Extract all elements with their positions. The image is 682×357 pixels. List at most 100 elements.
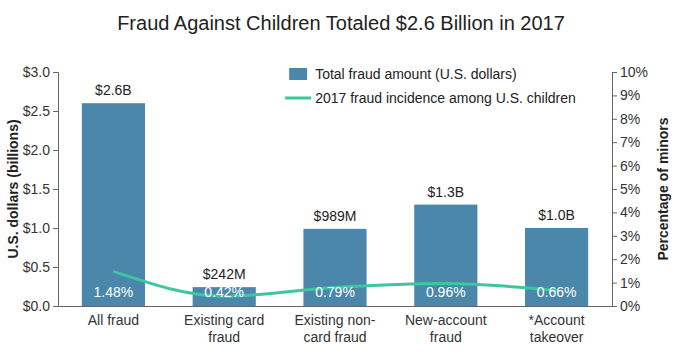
data-label: 0.42%	[204, 284, 244, 300]
legend-label: Total fraud amount (U.S. dollars)	[315, 66, 517, 82]
data-labels: $2.6B$242M$989M$1.3B$1.0B1.48%0.42%0.79%…	[94, 82, 577, 300]
tick-mark	[612, 119, 617, 120]
tick-mark	[53, 267, 58, 268]
tick-label: $3.0	[23, 64, 50, 80]
tick-mark	[612, 259, 617, 260]
tick-label: $2.0	[23, 142, 50, 158]
tick: 0%	[612, 298, 640, 314]
tick-mark	[612, 189, 617, 190]
tick-label: $0.0	[23, 298, 50, 314]
data-label: $1.3B	[428, 184, 465, 200]
tick-mark	[612, 166, 617, 167]
legend-swatch	[289, 68, 307, 80]
legend-swatch	[285, 97, 311, 100]
tick-label: 4%	[620, 204, 640, 220]
data-label: $1.0B	[538, 207, 575, 223]
tick: $2.5	[23, 103, 58, 119]
tick: 9%	[612, 87, 640, 103]
plot-area	[82, 103, 588, 306]
tick-mark	[612, 236, 617, 237]
tick-label-line: fraud	[430, 329, 462, 345]
tick: 5%	[612, 181, 640, 197]
tick: All fraud	[88, 306, 139, 328]
tick-label: 3%	[620, 228, 640, 244]
y-axis: $0.0 $0.5 $1.0 $1.5 $2.0 $2.5 $3.0	[23, 64, 59, 314]
y-axis-title: U.S. dollars (billions)	[5, 119, 21, 258]
tick: $3.0	[23, 64, 58, 80]
title: Fraud Against Children Totaled $2.6 Bill…	[117, 12, 565, 34]
tick-label-line: New-account	[405, 312, 487, 328]
legend-label: 2017 fraud incidence among U.S. children	[315, 90, 576, 106]
tick: $1.0	[23, 220, 58, 236]
tick-mark	[53, 228, 58, 229]
bar	[82, 103, 145, 306]
tick-label: 2%	[620, 251, 640, 267]
data-label: 1.48%	[94, 284, 134, 300]
data-label: 0.96%	[426, 284, 466, 300]
tick-label-line: card fraud	[303, 329, 366, 345]
y2-axis-title: Percentage of minors	[655, 117, 671, 260]
tick-label: 9%	[620, 87, 640, 103]
tick-label: 6%	[620, 158, 640, 174]
axis-line	[613, 73, 618, 307]
tick: New-accountfraud	[405, 306, 487, 345]
tick-label: *Accounttakeover	[529, 312, 585, 345]
tick: 1%	[612, 275, 640, 291]
data-label: $989M	[314, 208, 357, 224]
axis-line	[53, 73, 59, 307]
tick: $2.0	[23, 142, 58, 158]
tick-label-line: Existing card	[184, 312, 264, 328]
tick-label: $2.5	[23, 103, 50, 119]
tick: 7%	[612, 134, 640, 150]
chart: Fraud Against Children Totaled $2.6 Bill…	[0, 0, 682, 357]
tick: *Accounttakeover	[529, 306, 585, 345]
tick: $0.0	[23, 298, 58, 314]
tick: 8%	[612, 111, 640, 127]
tick-mark	[612, 306, 617, 307]
tick-label: All fraud	[88, 312, 139, 328]
tick-label: 10%	[620, 64, 648, 80]
tick-label-line: All fraud	[88, 312, 139, 328]
x-axis: All fraudExisting cardfraudExisting non-…	[59, 306, 613, 345]
tick-label: $1.0	[23, 220, 50, 236]
data-label: $2.6B	[95, 82, 132, 98]
tick-mark	[53, 189, 58, 190]
tick-label: Existing cardfraud	[184, 312, 264, 345]
tick-label: Existing non-card fraud	[295, 312, 376, 345]
data-label: $242M	[203, 266, 246, 282]
tick-label-line: *Account	[529, 312, 585, 328]
tick-mark	[612, 142, 617, 143]
tick-label: New-accountfraud	[405, 312, 487, 345]
tick-label: 0%	[620, 298, 640, 314]
tick: $0.5	[23, 259, 58, 275]
tick: 4%	[612, 204, 640, 220]
legend: Total fraud amount (U.S. dollars) 2017 fr…	[285, 66, 576, 106]
bar	[303, 229, 366, 306]
tick-label: 7%	[620, 134, 640, 150]
tick-label: 8%	[620, 111, 640, 127]
tick-mark	[53, 150, 58, 151]
bar	[414, 205, 477, 306]
tick-mark	[612, 72, 617, 73]
tick: Existing non-card fraud	[295, 306, 376, 345]
y2-axis: 0% 1% 2% 3% 4% 5% 6% 7% 8% 9% 10%	[612, 64, 648, 314]
tick-mark	[53, 306, 58, 307]
tick-mark	[612, 283, 617, 284]
tick-label: $0.5	[23, 259, 50, 275]
axis-line	[59, 306, 613, 307]
tick: 2%	[612, 251, 640, 267]
tick-label: 1%	[620, 275, 640, 291]
tick: $1.5	[23, 181, 58, 197]
tick-label-line: fraud	[208, 329, 240, 345]
data-label: 0.66%	[537, 284, 577, 300]
bar	[525, 228, 588, 306]
tick-mark	[612, 95, 617, 96]
tick-mark	[53, 72, 58, 73]
legend-item: 2017 fraud incidence among U.S. children	[285, 90, 576, 106]
tick-mark	[612, 212, 617, 213]
tick: 6%	[612, 158, 640, 174]
tick: 10%	[612, 64, 648, 80]
tick-mark	[53, 111, 58, 112]
tick: Existing cardfraud	[184, 306, 264, 345]
tick-label: $1.5	[23, 181, 50, 197]
